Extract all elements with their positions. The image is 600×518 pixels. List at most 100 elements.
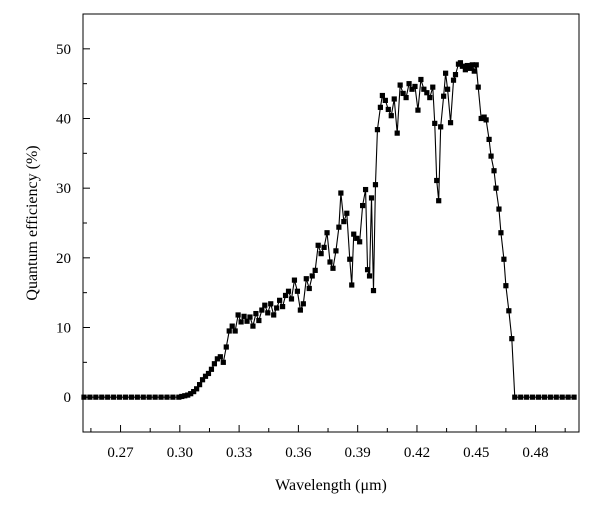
data-point bbox=[344, 210, 350, 216]
data-point bbox=[303, 276, 309, 282]
data-point bbox=[412, 83, 418, 90]
data-point bbox=[409, 86, 415, 92]
data-point bbox=[238, 319, 244, 325]
data-point bbox=[229, 323, 235, 329]
data-point bbox=[253, 310, 259, 317]
data-point bbox=[457, 60, 464, 66]
data-point bbox=[333, 248, 339, 254]
data-point bbox=[406, 81, 412, 87]
data-point bbox=[265, 310, 271, 316]
data-point bbox=[571, 394, 577, 400]
data-point bbox=[223, 344, 229, 350]
data-point bbox=[196, 382, 203, 388]
data-point bbox=[208, 366, 215, 372]
data-point bbox=[441, 93, 447, 99]
data-point bbox=[506, 308, 512, 314]
data-point bbox=[430, 84, 436, 90]
data-point bbox=[391, 96, 397, 102]
data-point bbox=[179, 393, 185, 400]
data-point bbox=[274, 305, 280, 311]
data-point bbox=[232, 328, 238, 334]
data-point bbox=[382, 97, 388, 103]
data-point bbox=[518, 394, 524, 400]
data-point bbox=[535, 394, 542, 400]
data-point bbox=[349, 282, 355, 288]
data-point bbox=[194, 386, 200, 392]
data-point bbox=[467, 65, 473, 71]
data-point bbox=[226, 328, 232, 334]
data-point bbox=[176, 394, 182, 400]
data-point bbox=[491, 168, 497, 174]
data-point bbox=[214, 356, 220, 362]
data-point bbox=[459, 63, 466, 69]
data-point bbox=[336, 224, 342, 230]
data-point bbox=[199, 377, 206, 383]
data-point bbox=[565, 394, 571, 400]
data-point bbox=[338, 190, 344, 196]
data-point bbox=[427, 95, 433, 101]
data-point bbox=[105, 394, 111, 400]
data-point bbox=[217, 354, 223, 360]
x-tick-label: 0.30 bbox=[167, 445, 193, 461]
data-point bbox=[364, 267, 371, 273]
data-point bbox=[452, 72, 459, 78]
data-point bbox=[370, 287, 377, 294]
data-point bbox=[247, 314, 253, 320]
data-point bbox=[341, 219, 347, 225]
data-point bbox=[493, 185, 499, 191]
data-point bbox=[418, 76, 424, 83]
data-point bbox=[294, 288, 301, 294]
data-point bbox=[297, 307, 303, 313]
data-point bbox=[164, 394, 170, 400]
data-point bbox=[443, 70, 449, 76]
data-point bbox=[271, 312, 277, 318]
data-point bbox=[400, 90, 406, 97]
data-point bbox=[116, 394, 123, 400]
data-point bbox=[444, 86, 451, 92]
data-point bbox=[501, 256, 507, 262]
data-point bbox=[496, 206, 502, 212]
x-tick-label: 0.39 bbox=[345, 445, 371, 461]
y-tick-label: 40 bbox=[56, 112, 71, 128]
data-point bbox=[379, 92, 385, 99]
data-point bbox=[447, 120, 454, 126]
data-point bbox=[434, 177, 440, 184]
data-point bbox=[285, 288, 292, 294]
data-point bbox=[478, 115, 484, 122]
data-point bbox=[185, 392, 191, 398]
data-point bbox=[362, 186, 369, 193]
data-point bbox=[93, 394, 99, 400]
y-tick-label: 30 bbox=[56, 181, 71, 197]
data-point bbox=[541, 394, 548, 400]
data-point bbox=[512, 394, 518, 400]
data-point bbox=[318, 251, 324, 257]
data-point bbox=[351, 231, 357, 237]
x-tick-label: 0.48 bbox=[522, 445, 548, 461]
data-series bbox=[81, 60, 577, 400]
data-point bbox=[122, 394, 129, 400]
data-point bbox=[241, 313, 247, 319]
data-point bbox=[288, 296, 295, 302]
data-point bbox=[377, 104, 383, 110]
data-point bbox=[259, 307, 265, 313]
series-line bbox=[83, 61, 575, 398]
data-point bbox=[529, 394, 536, 400]
data-point bbox=[111, 394, 117, 400]
data-point bbox=[327, 259, 333, 265]
data-point bbox=[202, 373, 209, 379]
data-point bbox=[312, 267, 318, 273]
data-point bbox=[473, 62, 479, 68]
data-point bbox=[503, 283, 509, 289]
data-point bbox=[394, 130, 400, 136]
data-point bbox=[188, 391, 194, 397]
data-point bbox=[205, 370, 212, 377]
x-tick-label: 0.45 bbox=[463, 445, 489, 461]
data-point bbox=[277, 297, 283, 303]
tick-labels: 0.27 0.30 0.33 0.36 0.39 0.42 0.45 0.48 0 10 20 30 4… bbox=[56, 42, 549, 461]
data-point bbox=[388, 113, 394, 119]
data-point bbox=[385, 106, 391, 113]
data-point bbox=[403, 95, 409, 101]
data-point bbox=[415, 107, 421, 113]
data-point bbox=[498, 230, 504, 236]
